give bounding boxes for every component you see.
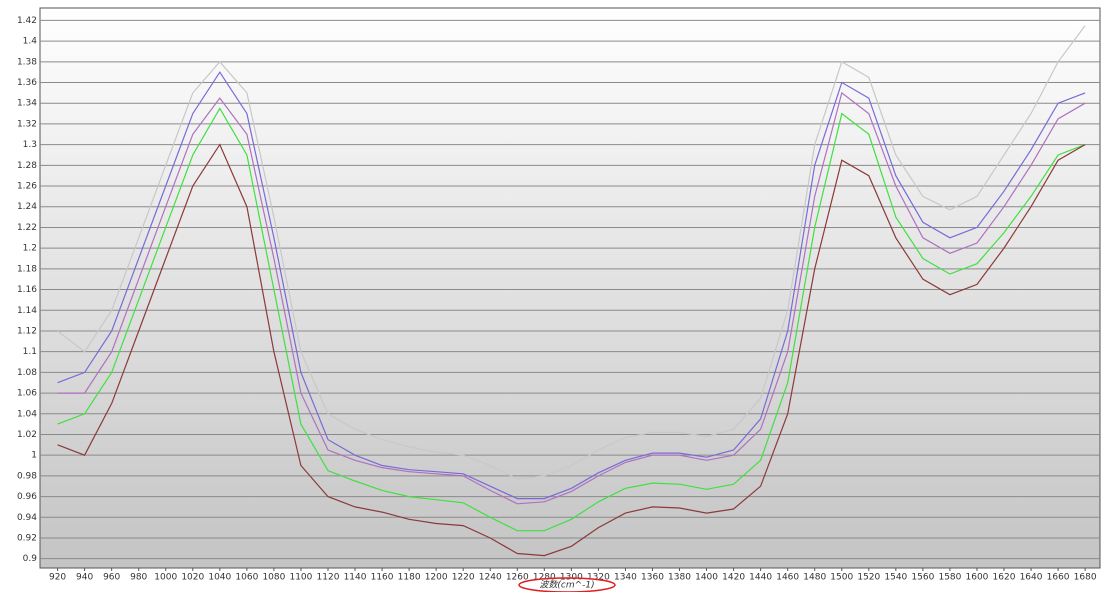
x-tick-label: 1480 <box>803 573 826 583</box>
x-tick-label: 1340 <box>614 573 637 583</box>
y-tick-label: 0.94 <box>17 513 37 523</box>
y-tick-label: 1.24 <box>17 202 37 212</box>
y-tick-label: 1.02 <box>17 430 37 440</box>
series-line <box>57 91 1086 505</box>
y-tick-label: 1.04 <box>17 409 37 419</box>
x-tick-label: 1600 <box>966 573 989 583</box>
lines <box>57 25 1086 557</box>
x-tick-label: 1060 <box>235 573 258 583</box>
y-tick-label: 1.34 <box>17 99 37 109</box>
x-tick-label: 1520 <box>857 573 880 583</box>
y-tick-label: 1.38 <box>17 57 37 67</box>
x-tick-label: 980 <box>130 573 147 583</box>
highlight-ellipse <box>518 577 616 592</box>
x-tick-label: 1400 <box>695 573 718 583</box>
x-tick-label: 1040 <box>208 573 231 583</box>
y-tick-label: 1.42 <box>17 16 37 26</box>
x-axis-title: 波数(cm^-1) <box>539 580 594 591</box>
x-tick-label: 1200 <box>425 573 448 583</box>
series-line <box>57 143 1086 557</box>
x-tick-label: 1440 <box>749 573 772 583</box>
x-tick-label: 1240 <box>479 573 502 583</box>
y-tick-label: 1.16 <box>17 285 37 295</box>
x-tick-label: 1420 <box>722 573 745 583</box>
y-tick-label: 1.26 <box>17 182 37 192</box>
series-line <box>57 71 1086 500</box>
y-tick-label: 1.14 <box>17 306 37 316</box>
grid <box>40 19 1100 571</box>
x-tick-label: 1620 <box>993 573 1016 583</box>
x-tick-label: 1180 <box>398 573 421 583</box>
x-tick-label: 1640 <box>1020 573 1043 583</box>
y-tick-label: 1.22 <box>17 223 37 233</box>
x-tick-label: 1580 <box>938 573 961 583</box>
plot-area <box>39 7 1101 569</box>
y-tick-label: 0.96 <box>17 492 37 502</box>
y-tick-label: 1.12 <box>17 326 37 336</box>
labels: 0.9 0.92 0.94 0.96 0.98 1 1.02 1.04 1.06 1.08 1.1 1… <box>17 16 1097 583</box>
x-tick-label: 960 <box>103 573 120 583</box>
x-tick-label: 1280 <box>533 573 556 583</box>
x-tick-label: 1220 <box>452 573 475 583</box>
series-line <box>57 107 1086 532</box>
y-tick-label: 1.08 <box>17 368 37 378</box>
x-tick-label: 1540 <box>884 573 907 583</box>
y-tick-label: 0.9 <box>23 554 38 564</box>
y-tick-label: 0.98 <box>17 471 37 481</box>
x-tick-label: 920 <box>49 573 66 583</box>
y-tick-label: 1.06 <box>17 389 37 399</box>
x-tick-label: 1160 <box>371 573 394 583</box>
y-tick-label: 1.3 <box>23 140 37 150</box>
x-tick-label: 1360 <box>641 573 664 583</box>
y-tick-label: 1.1 <box>23 347 37 357</box>
x-tick-label: 1320 <box>587 573 610 583</box>
x-tick-label: 1260 <box>506 573 529 583</box>
y-tick-label: 1.2 <box>23 244 37 254</box>
x-tick-label: 1680 <box>1074 573 1097 583</box>
x-tick-label: 1660 <box>1047 573 1070 583</box>
x-tick-label: 1500 <box>830 573 853 583</box>
y-tick-label: 1.36 <box>17 78 37 88</box>
y-tick-label: 1 <box>31 451 37 461</box>
x-tick-label: 1380 <box>668 573 691 583</box>
x-tick-label: 1000 <box>154 573 177 583</box>
y-tick-label: 1.28 <box>17 161 37 171</box>
x-tick-label: 1460 <box>776 573 799 583</box>
y-tick-label: 1.4 <box>23 37 38 47</box>
y-tick-label: 1.18 <box>17 264 37 274</box>
x-tick-label: 940 <box>76 573 93 583</box>
x-tick-label: 1120 <box>317 573 340 583</box>
x-tick-label: 1140 <box>344 573 367 583</box>
y-tick-label: 0.92 <box>17 533 37 543</box>
x-tick-label: 1560 <box>911 573 934 583</box>
y-tick-label: 1.32 <box>17 119 37 129</box>
x-tick-label: 1020 <box>181 573 204 583</box>
x-tick-label: 1100 <box>289 573 312 583</box>
series-line <box>57 25 1086 480</box>
x-tick-label: 1080 <box>262 573 285 583</box>
